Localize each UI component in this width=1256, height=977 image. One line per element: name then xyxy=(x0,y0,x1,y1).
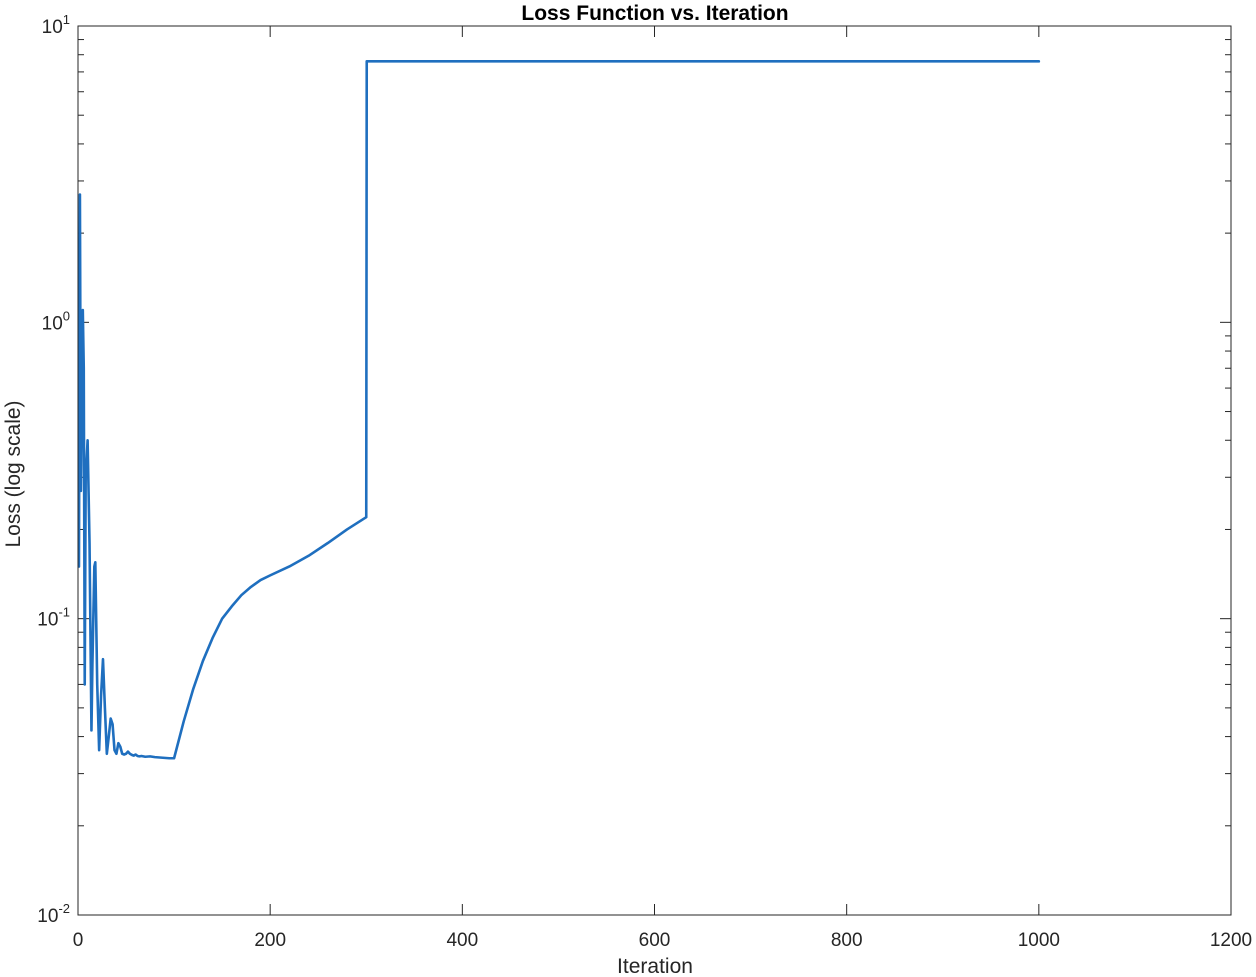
y-tick-label: 100 xyxy=(42,308,70,334)
x-axis-ticks: 0 200 400 600 800 1000 1200 xyxy=(73,26,1252,951)
x-tick-label: 200 xyxy=(254,930,286,951)
x-tick-label: 400 xyxy=(446,930,478,951)
chart-title: Loss Function vs. Iteration xyxy=(521,2,788,25)
x-tick-label: 1200 xyxy=(1210,930,1252,951)
y-tick-label: 10-2 xyxy=(37,901,70,927)
x-tick-label: 800 xyxy=(831,930,863,951)
y-tick-label: 101 xyxy=(42,12,70,38)
series-layer xyxy=(77,60,1041,760)
x-tick-label: 600 xyxy=(639,930,671,951)
loss-series-line xyxy=(77,60,1041,760)
x-tick-label: 1000 xyxy=(1018,930,1060,951)
x-tick-label: 0 xyxy=(73,930,84,951)
plot-frame xyxy=(77,25,1232,916)
y-tick-label: 10-1 xyxy=(37,605,70,631)
y-axis-label: Loss (log scale) xyxy=(2,400,25,547)
y-axis-ticks: 10-2 10-1 100 101 xyxy=(37,12,1231,927)
x-axis-label: Iteration xyxy=(617,955,693,977)
